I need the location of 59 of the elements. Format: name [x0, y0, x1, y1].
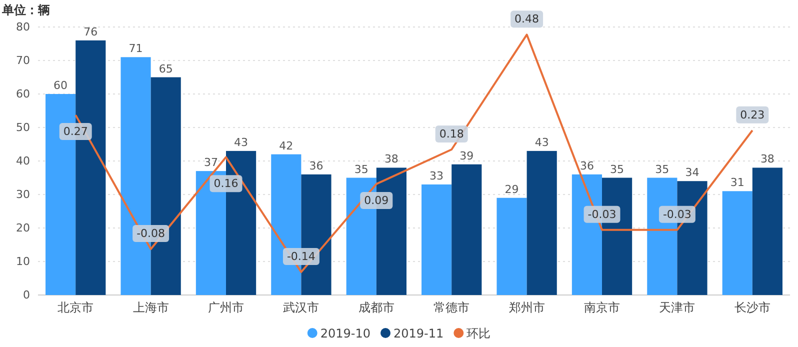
data-label: 0.27	[63, 125, 88, 138]
bar	[722, 191, 752, 295]
data-label: 36	[309, 159, 324, 172]
bar	[752, 168, 782, 295]
legend-label: 环比	[466, 326, 491, 340]
x-tick-label: 成都市	[358, 300, 394, 315]
data-label: -0.03	[662, 208, 692, 221]
data-label: 0.18	[439, 128, 464, 141]
bar	[526, 150, 557, 295]
data-label: 35	[354, 162, 368, 176]
x-tick-label: 长沙市	[734, 300, 770, 315]
y-tick-label: 30	[16, 188, 30, 202]
bar	[422, 184, 452, 295]
x-tick-label: 常德市	[434, 300, 470, 315]
data-label: 65	[158, 62, 173, 76]
data-label: 76	[84, 25, 98, 38]
y-tick-label: 70	[16, 54, 30, 68]
data-label: 37	[204, 156, 218, 170]
data-label: 35	[655, 162, 670, 176]
data-label: -0.08	[136, 227, 166, 240]
x-tick-label: 武汉市	[283, 300, 320, 315]
data-label: 29	[504, 182, 519, 196]
data-label: 33	[430, 169, 444, 182]
data-label: 38	[384, 152, 398, 166]
y-tick-label: 60	[16, 88, 30, 101]
y-tick-label: 0	[23, 288, 30, 302]
x-tick-label: 上海市	[132, 300, 169, 315]
data-label: 35	[610, 162, 624, 176]
x-tick-label: 北京市	[58, 300, 94, 315]
data-label: 36	[580, 159, 594, 172]
y-tick-label: 40	[16, 154, 30, 168]
legend-label: 2019-11	[394, 326, 444, 340]
y-tick-label: 50	[16, 121, 30, 134]
legend-label: 2019-10	[320, 326, 370, 340]
data-label: 42	[279, 139, 294, 152]
data-label: 0.48	[514, 12, 540, 26]
data-label: 60	[54, 79, 68, 92]
x-tick-label: 南京市	[584, 300, 620, 315]
data-label: 0.23	[740, 108, 765, 122]
bar	[452, 164, 482, 295]
data-label: 39	[460, 149, 474, 162]
x-tick-label: 郑州市	[508, 300, 545, 315]
data-label: 38	[760, 152, 774, 166]
y-tick-label: 10	[16, 255, 30, 268]
y-axis-title: 单位：辆	[1, 3, 50, 17]
data-label: 43	[234, 136, 248, 149]
data-label: 0.09	[364, 194, 389, 207]
bar	[496, 198, 527, 295]
data-label: 43	[534, 136, 549, 149]
data-label: -0.14	[286, 250, 316, 264]
data-label: 71	[128, 42, 143, 56]
data-label: 34	[685, 166, 700, 180]
x-tick-label: 广州市	[208, 300, 244, 315]
y-tick-label: 80	[16, 20, 30, 34]
data-label: 31	[730, 176, 744, 190]
y-tick-label: 20	[16, 222, 30, 235]
x-tick-label: 天津市	[659, 300, 696, 315]
data-label: -0.03	[588, 208, 616, 221]
data-label: 0.16	[214, 177, 238, 190]
